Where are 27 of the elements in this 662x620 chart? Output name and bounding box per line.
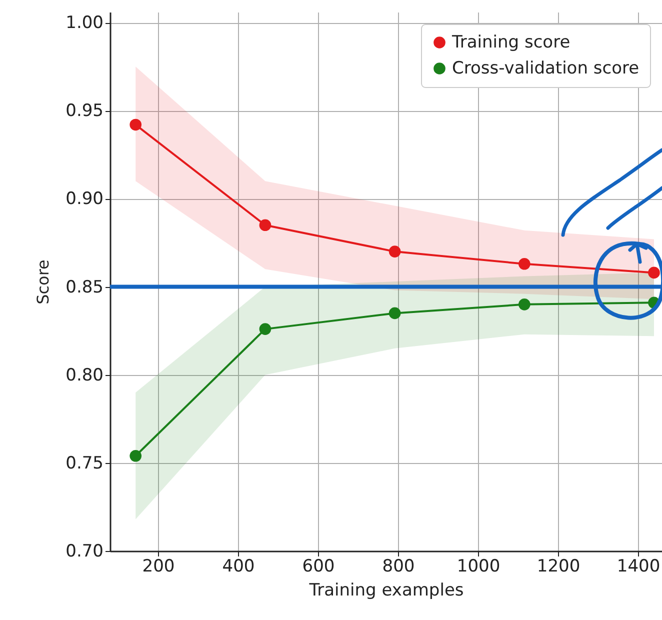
point xyxy=(259,219,272,232)
point xyxy=(259,323,272,335)
point xyxy=(648,266,660,279)
point xyxy=(388,307,401,320)
point xyxy=(518,298,530,310)
point xyxy=(518,258,530,270)
y-tick-label: 0.80 xyxy=(66,365,104,386)
x-tick-label: 1000 xyxy=(456,556,500,576)
y-tick-label: 0.70 xyxy=(66,542,104,562)
point xyxy=(388,246,401,258)
point xyxy=(130,450,142,462)
y-tick-label: 1.00 xyxy=(66,13,104,34)
y-tick-label: 0.95 xyxy=(66,101,104,122)
y-tick-label: 0.85 xyxy=(66,277,104,298)
x-tick-label: 1200 xyxy=(536,556,580,576)
x-tick-label: 800 xyxy=(382,556,415,576)
legend-label: Cross-validation score xyxy=(452,58,640,78)
legend-label: Training score xyxy=(451,32,570,52)
x-tick-label: 600 xyxy=(302,556,335,576)
y-tick-label: 0.75 xyxy=(66,453,104,474)
point xyxy=(130,118,142,131)
x-tick-label: 400 xyxy=(222,556,255,576)
x-tick-label: 200 xyxy=(142,556,175,576)
y-tick-label: 0.90 xyxy=(66,189,104,210)
y-axis-title: Score xyxy=(34,260,53,304)
x-axis-title: Training examples xyxy=(308,580,464,600)
x-tick-label: 1400 xyxy=(616,556,660,576)
